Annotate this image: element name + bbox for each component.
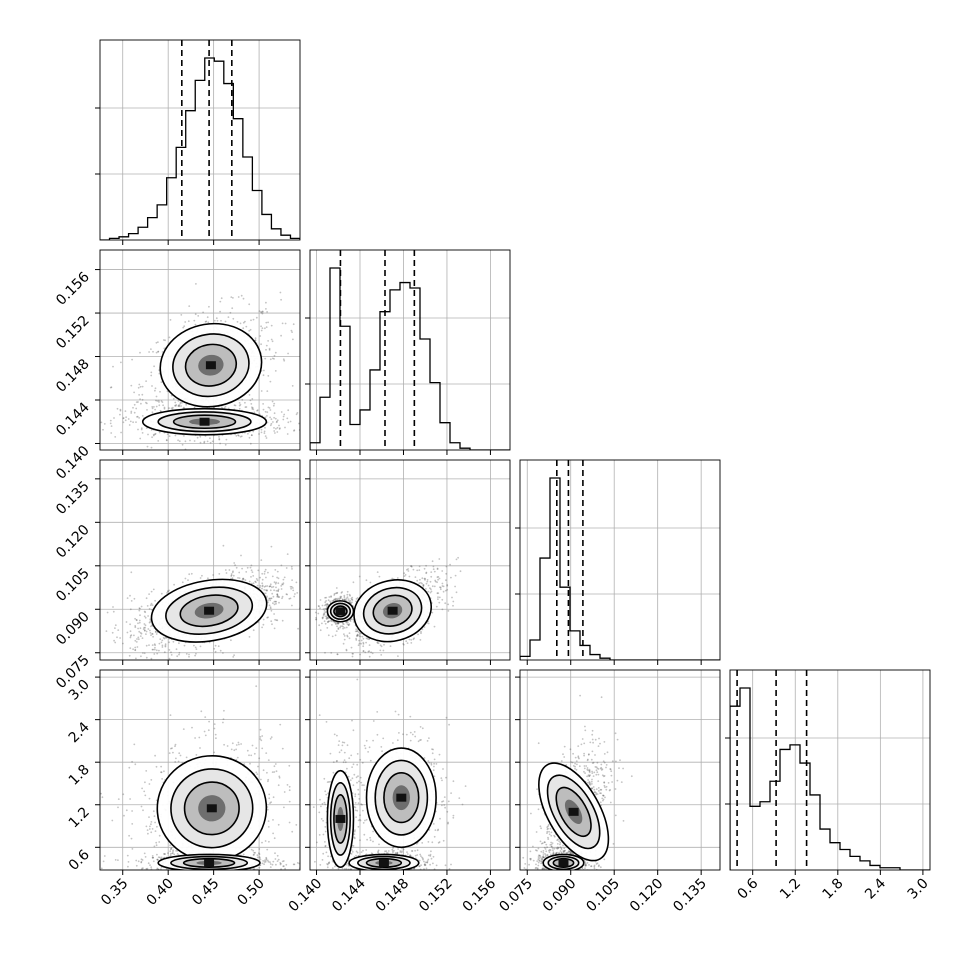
panel-frame [99, 249, 301, 451]
histogram-panel-1 [305, 249, 511, 455]
histogram-step [730, 687, 930, 870]
y-tick-label: 0.148 [53, 356, 93, 396]
density-peak [558, 858, 569, 867]
x-tick-label: 1.8 [820, 876, 847, 903]
joint-panel-2-3 [515, 669, 721, 875]
histogram-panel-0 [95, 39, 301, 245]
density-contours [326, 747, 437, 870]
density-peak [335, 814, 346, 823]
density-peak [204, 858, 215, 867]
x-tick-label: 0.148 [373, 876, 413, 916]
panel-frame [309, 249, 511, 451]
density-peak [206, 804, 217, 813]
y-tick-label: 0.144 [53, 399, 93, 439]
density-peak [387, 606, 398, 615]
panel-frame [519, 459, 721, 661]
panel-frame [519, 669, 721, 871]
density-peak [204, 606, 215, 615]
y-tick-label: 1.2 [66, 804, 93, 831]
density-peak [378, 858, 389, 867]
histogram-panel-2 [515, 459, 721, 665]
x-tick-label: 0.120 [627, 876, 667, 916]
y-tick-label: 0.152 [53, 313, 93, 353]
panel-frame [99, 459, 301, 661]
density-contours [156, 755, 268, 870]
y-tick-label: 0.140 [53, 443, 93, 483]
x-tick-label: 0.156 [460, 875, 500, 915]
histogram-step [310, 267, 510, 450]
x-tick-label: 3.0 [905, 876, 932, 903]
density-peak [205, 361, 216, 370]
x-tick-label: 0.6 [734, 875, 761, 902]
x-tick-label: 0.135 [670, 876, 710, 916]
y-tick-label: 2.4 [66, 719, 93, 746]
joint-panel-0-2 [95, 459, 301, 665]
histogram-step [520, 477, 720, 660]
joint-panel-1-3 [305, 669, 511, 875]
y-tick-label: 0.156 [53, 269, 93, 309]
density-peak [396, 793, 407, 802]
x-tick-label: 2.4 [862, 875, 889, 902]
density-contours [326, 579, 433, 643]
panel-frame [309, 669, 511, 871]
x-tick-label: 0.35 [98, 876, 131, 909]
density-contours [141, 322, 268, 436]
histogram-panel-3 [725, 669, 931, 875]
density-contours [538, 762, 610, 870]
density-contours [150, 578, 268, 643]
joint-panel-0-3 [95, 669, 301, 875]
x-tick-label: 0.144 [329, 875, 369, 915]
y-tick-label: 0.105 [53, 565, 93, 605]
joint-panel-0-1 [95, 249, 301, 455]
histogram-step [100, 57, 300, 240]
y-tick-label: 0.135 [53, 478, 93, 518]
x-tick-label: 0.140 [286, 876, 326, 916]
x-tick-label: 0.45 [189, 876, 222, 909]
panel-frame [99, 39, 301, 241]
density-peak [199, 417, 210, 426]
x-tick-label: 0.105 [583, 876, 623, 916]
x-tick-label: 0.40 [144, 876, 177, 909]
panel-frame [729, 669, 931, 871]
density-peak [335, 607, 346, 616]
y-tick-label: 0.6 [66, 847, 93, 874]
density-peak [568, 807, 579, 816]
panel-frame [309, 459, 511, 661]
panel-frame [99, 669, 301, 871]
x-tick-label: 0.090 [540, 876, 580, 916]
joint-panel-1-2 [305, 459, 511, 665]
x-tick-label: 1.2 [777, 876, 804, 903]
y-tick-label: 0.120 [53, 522, 93, 562]
x-tick-label: 0.152 [416, 876, 456, 916]
x-tick-label: 0.50 [235, 876, 268, 909]
y-tick-label: 0.090 [53, 609, 93, 649]
x-tick-label: 0.075 [496, 876, 536, 916]
y-tick-label: 1.8 [66, 762, 93, 789]
